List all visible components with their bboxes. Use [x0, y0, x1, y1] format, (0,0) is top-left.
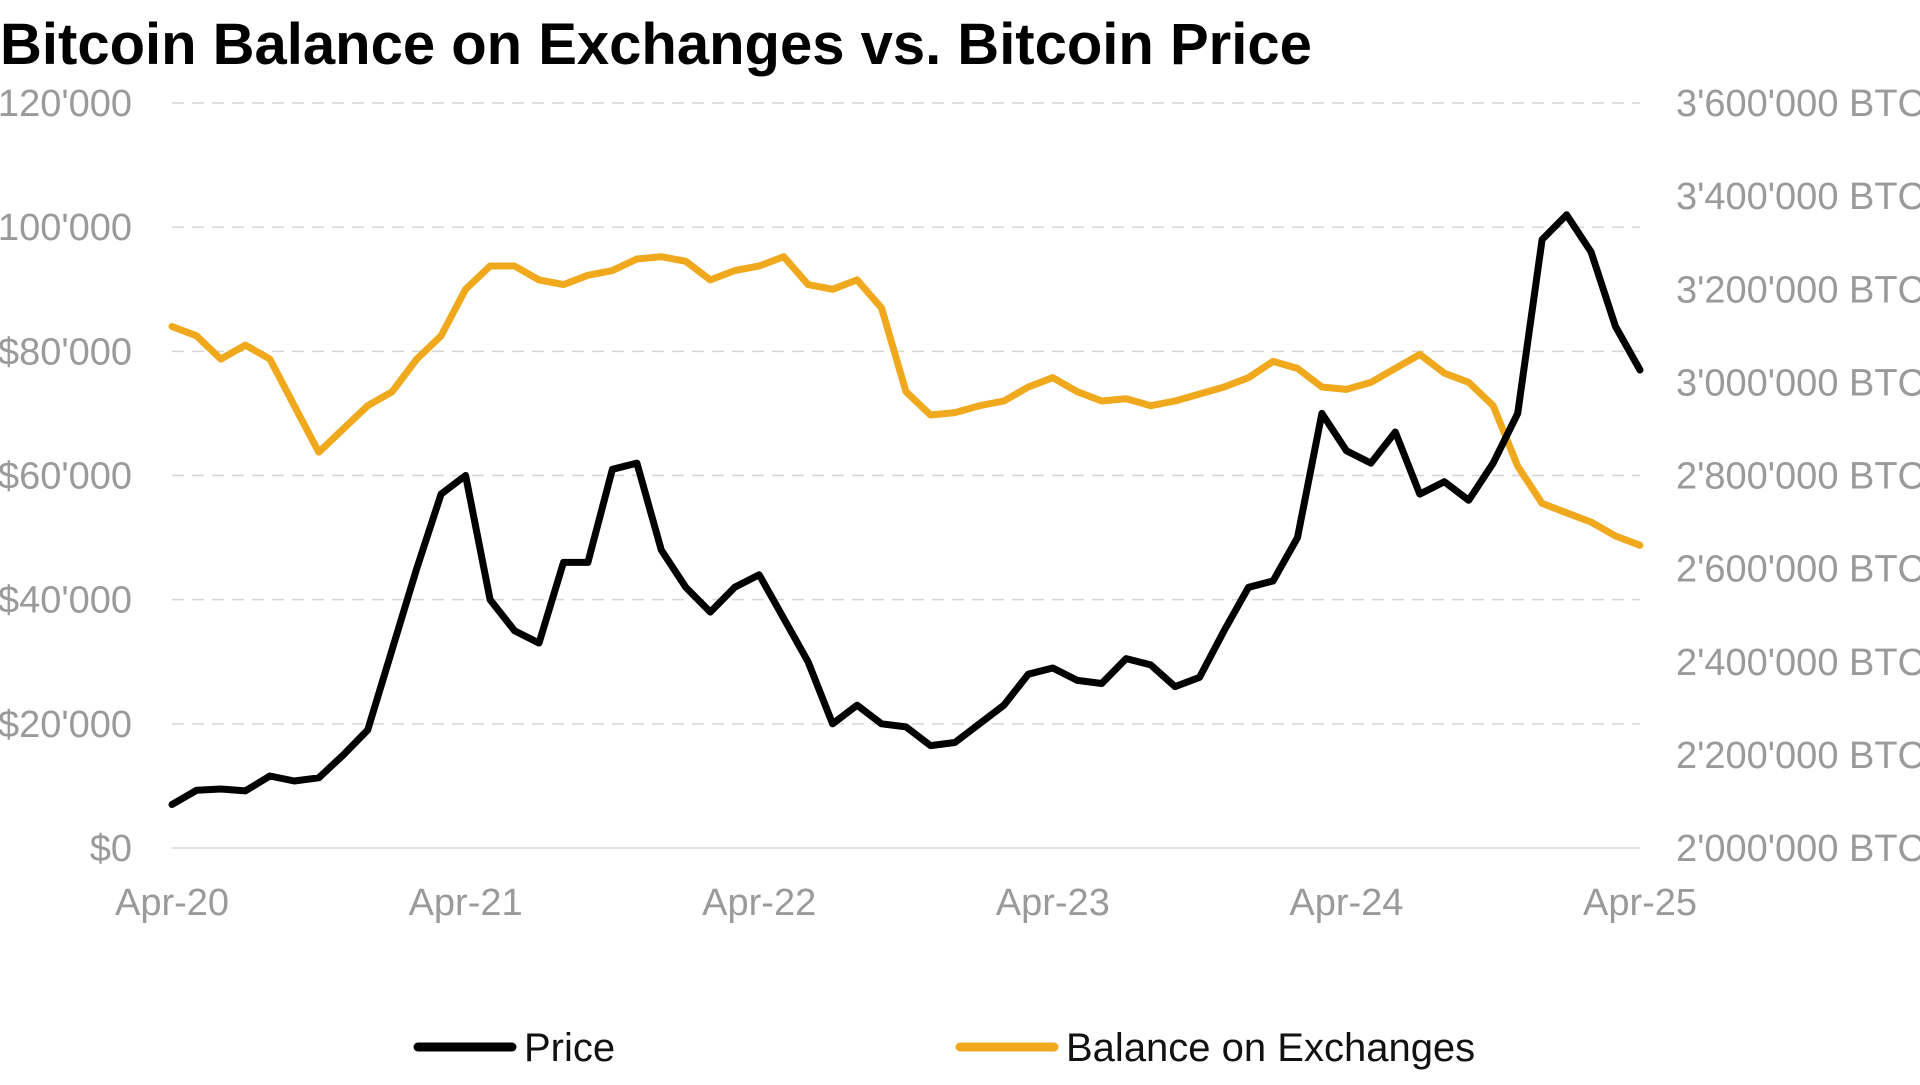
x-tick-label: Apr-23	[996, 882, 1110, 924]
x-tick-label: Apr-20	[115, 882, 229, 924]
right-axis-ticks: 2'000'000 BTC 2'200'000 BTC 2'400'000 BTC 2…	[1676, 83, 1920, 870]
right-tick-label: 2'600'000 BTC	[1676, 549, 1920, 591]
right-tick-label: 2'200'000 BTC	[1676, 735, 1920, 777]
right-tick-label: 3'000'000 BTC	[1676, 362, 1920, 404]
right-tick-label: 2'400'000 BTC	[1676, 642, 1920, 684]
left-tick-label: $100'000	[0, 207, 132, 249]
x-tick-label: Apr-22	[702, 882, 816, 924]
right-tick-label: 2'800'000 BTC	[1676, 456, 1920, 498]
series-line-balance-on-exchanges	[168, 253, 1644, 549]
x-tick-label: Apr-21	[409, 882, 523, 924]
right-tick-label: 2'000'000 BTC	[1676, 828, 1920, 870]
legend-label: Price	[524, 1026, 615, 1070]
left-tick-label: $0	[90, 828, 132, 870]
gridlines	[172, 102, 1640, 849]
series-layer	[168, 211, 1644, 808]
left-tick-label: $20'000	[0, 704, 132, 746]
left-tick-label: $40'000	[0, 580, 132, 622]
right-tick-label: 3'400'000 BTC	[1676, 176, 1920, 218]
chart-title: Bitcoin Balance on Exchanges vs. Bitcoin…	[0, 12, 1312, 77]
x-axis-ticks: Apr-20 Apr-21 Apr-22 Apr-23 Apr-24 Apr-25	[115, 882, 1697, 924]
x-tick-label: Apr-25	[1583, 882, 1697, 924]
series-line-price	[168, 211, 1644, 808]
right-tick-label: 3'200'000 BTC	[1676, 269, 1920, 311]
legend: Price Balance on Exchanges	[413, 1026, 1475, 1070]
legend-label: Balance on Exchanges	[1066, 1026, 1475, 1070]
left-tick-label: $60'000	[0, 456, 132, 498]
right-tick-label: 3'600'000 BTC	[1676, 83, 1920, 125]
x-tick-label: Apr-24	[1289, 882, 1403, 924]
left-axis-ticks: $0 $20'000 $40'000 $60'000 $80'000 $100'000 $1…	[0, 83, 132, 870]
left-tick-label: $80'000	[0, 331, 132, 373]
left-tick-label: $120'000	[0, 83, 132, 125]
